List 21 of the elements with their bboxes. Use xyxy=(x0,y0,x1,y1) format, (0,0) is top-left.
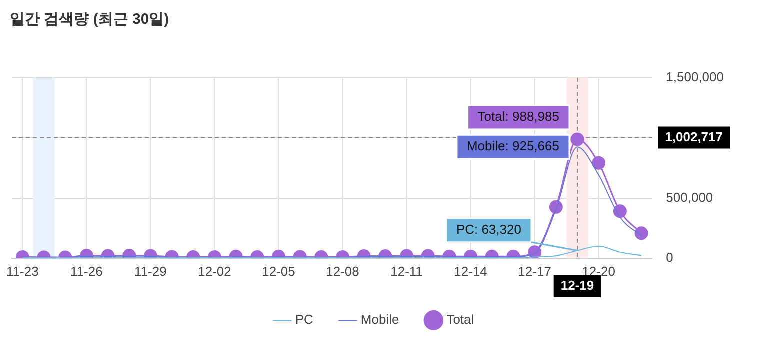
x-tick-label: 11-29 xyxy=(134,264,167,279)
x-tick-label: 11-26 xyxy=(70,264,103,279)
ref-line-label: 1,002,717 xyxy=(665,129,724,144)
legend-label: PC xyxy=(295,312,314,328)
annotation: Mobile: 925,665 xyxy=(466,138,560,154)
y-tick-label: 500,000 xyxy=(666,190,714,205)
annotation: Total: 988,985 xyxy=(478,109,560,124)
x-tick-label: 12-02 xyxy=(198,264,232,279)
chart-title: 일간 검색량 (최근 30일) xyxy=(10,10,170,29)
annotation: PC: 63,320 xyxy=(456,222,522,237)
y-tick-label: 0 xyxy=(666,250,674,265)
legend-label: Total xyxy=(446,312,474,328)
x-tick-label: 11-23 xyxy=(6,264,39,279)
x-tick-label: 12-14 xyxy=(454,264,488,279)
legend-label: Mobile xyxy=(360,312,400,328)
x-tick-label: 12-05 xyxy=(262,264,296,279)
y-tick-label: 1,500,000 xyxy=(666,70,724,85)
x-tick-label: 12-11 xyxy=(390,264,423,279)
x-tick-label: 12-08 xyxy=(326,264,360,279)
ref-line-label: 12-19 xyxy=(560,278,594,293)
x-tick-label: 12-17 xyxy=(518,264,552,279)
